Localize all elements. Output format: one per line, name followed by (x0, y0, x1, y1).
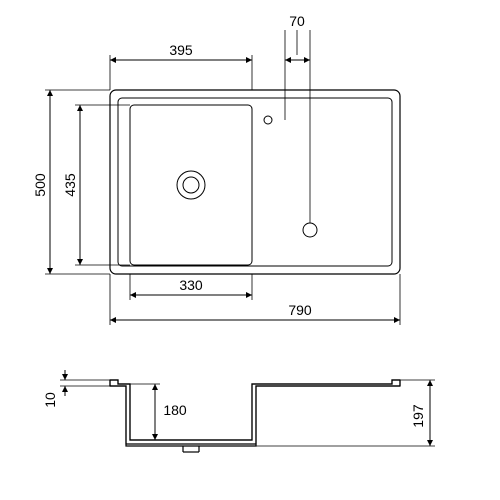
drain-outer-ring (177, 171, 205, 199)
dim-395-label: 395 (169, 42, 193, 58)
sink-inner-rim (118, 98, 392, 266)
dim-10-label: 10 (42, 392, 58, 408)
dim-197-label: 197 (410, 404, 426, 428)
technical-drawing: 395 70 500 435 330 790 (0, 0, 500, 500)
tap-hole (303, 223, 317, 237)
sink-outer-outline (110, 90, 400, 274)
dim-70: 70 (285, 13, 310, 223)
dim-10: 10 (42, 370, 110, 408)
dim-70-label: 70 (289, 13, 305, 29)
dim-180-label: 180 (163, 402, 187, 418)
drain-inner-ring (183, 177, 199, 193)
overflow-hole (264, 116, 272, 124)
side-view (110, 380, 400, 452)
dim-197: 197 (256, 380, 435, 446)
dim-180: 180 (130, 384, 187, 440)
dim-330-label: 330 (179, 277, 203, 293)
sink-bowl (130, 105, 252, 265)
top-view (110, 90, 400, 274)
dim-790-label: 790 (288, 302, 312, 318)
dim-395: 395 (110, 42, 252, 90)
dim-435: 435 (62, 105, 130, 265)
dim-790: 790 (110, 274, 400, 325)
side-profile (110, 380, 400, 444)
dim-330: 330 (130, 274, 252, 300)
dim-500-label: 500 (32, 173, 48, 197)
dim-435-label: 435 (62, 173, 78, 197)
